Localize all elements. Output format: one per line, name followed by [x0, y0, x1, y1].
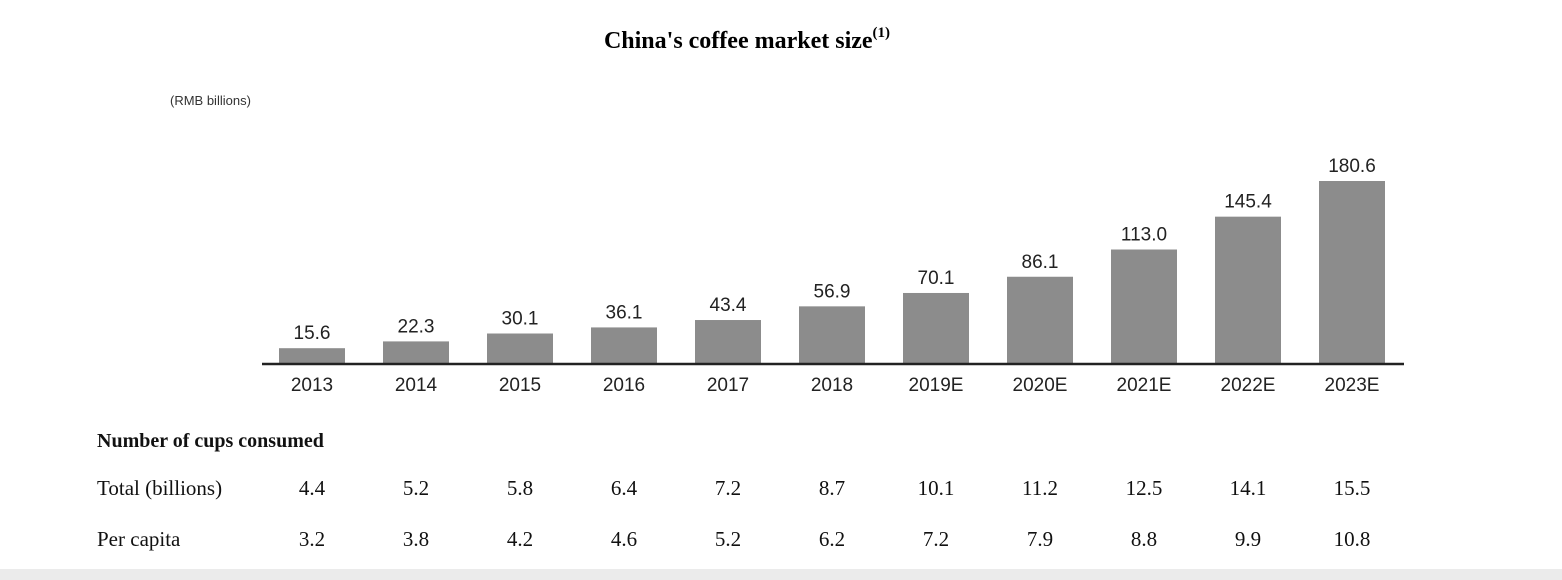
cups-cell-2013: 4.4 — [298, 476, 326, 500]
cups-cell-2017: 5.2 — [714, 527, 742, 551]
cups-cell-2018: 8.7 — [818, 476, 846, 500]
chart-title-text: China's coffee market size — [603, 28, 873, 54]
cups-cell-2021E: 8.8 — [1130, 527, 1158, 551]
cups-cell-2016: 4.6 — [610, 527, 638, 551]
x-tick-label-2015: 2015 — [499, 375, 541, 396]
x-tick-label-2013: 2013 — [291, 375, 333, 396]
bar-2022E — [1215, 216, 1281, 364]
bar-2021E — [1111, 249, 1177, 364]
cups-cell-2019E: 10.1 — [917, 476, 955, 500]
bar-2015 — [487, 333, 553, 364]
cups-cell-2016: 6.4 — [610, 476, 638, 500]
value-label-group: 15.6 22.3 30.1 36.1 43.4 56.9 70.1 86.1 113.0 145… — [294, 156, 1376, 344]
cups-table-header: Number of cups consumed — [97, 430, 324, 452]
value-label-2020E: 86.1 — [1022, 252, 1059, 273]
cups-cell-2020E: 11.2 — [1022, 476, 1058, 500]
bar-2013 — [279, 348, 345, 364]
cups-cell-2014: 3.8 — [402, 527, 430, 551]
bar-2023E — [1319, 181, 1385, 364]
value-label-2022E: 145.4 — [1224, 192, 1272, 213]
x-tick-label-2022E: 2022E — [1221, 375, 1276, 396]
cups-cell-2022E: 14.1 — [1229, 476, 1267, 500]
bar-group — [279, 181, 1385, 364]
cups-cell-2023E: 15.5 — [1333, 476, 1371, 500]
cups-cell-2020E: 7.9 — [1026, 527, 1054, 551]
bar-2016 — [591, 327, 657, 364]
cups-cell-2019E: 7.2 — [922, 527, 950, 551]
value-label-2019E: 70.1 — [918, 268, 955, 289]
cups-cell-2013: 3.2 — [298, 527, 326, 551]
x-tick-label-2014: 2014 — [395, 375, 438, 396]
bar-chart: 15.6 22.3 30.1 36.1 43.4 56.9 70.1 86.1 113.0 145… — [262, 156, 1404, 396]
x-tick-label-2021E: 2021E — [1117, 375, 1172, 396]
cups-row-label: Per capita — [97, 527, 181, 551]
value-label-2017: 43.4 — [710, 295, 747, 316]
bar-2020E — [1007, 276, 1073, 364]
bar-2018 — [799, 306, 865, 364]
value-label-2018: 56.9 — [814, 281, 851, 302]
cups-cell-2015: 5.8 — [506, 476, 534, 500]
value-label-2015: 30.1 — [502, 309, 539, 330]
cups-cell-2015: 4.2 — [506, 527, 534, 551]
cups-cell-2021E: 12.5 — [1125, 476, 1163, 500]
value-label-2014: 22.3 — [398, 316, 435, 337]
bar-2014 — [383, 341, 449, 364]
x-tick-label-group: 2013 2014 2015 2016 2017 2018 2019E 2020E 2021E 2… — [291, 375, 1380, 396]
x-tick-label-2016: 2016 — [603, 375, 645, 396]
cups-cell-2017: 7.2 — [714, 476, 742, 500]
cups-cell-2014: 5.2 — [402, 476, 430, 500]
value-label-2023E: 180.6 — [1328, 156, 1376, 177]
value-label-2016: 36.1 — [606, 302, 643, 323]
x-tick-label-2017: 2017 — [707, 375, 749, 396]
value-label-2013: 15.6 — [294, 323, 331, 344]
x-tick-label-2023E: 2023E — [1325, 375, 1380, 396]
bar-2017 — [695, 320, 761, 364]
title-footnote-marker: (1) — [872, 25, 891, 41]
value-label-2021E: 113.0 — [1121, 224, 1167, 245]
x-tick-label-2019E: 2019E — [909, 375, 964, 396]
bottom-band — [0, 569, 1562, 580]
unit-label: (RMB billions) — [170, 93, 251, 108]
x-tick-label-2020E: 2020E — [1013, 375, 1068, 396]
cups-cell-2018: 6.2 — [818, 527, 846, 551]
chart-title: China's coffee market size(1) — [0, 25, 1494, 55]
cups-cell-2023E: 10.8 — [1333, 527, 1371, 551]
x-tick-label-2018: 2018 — [811, 375, 853, 396]
cups-row-label: Total (billions) — [97, 476, 223, 500]
cups-cell-2022E: 9.9 — [1234, 527, 1262, 551]
bar-2019E — [903, 292, 969, 364]
